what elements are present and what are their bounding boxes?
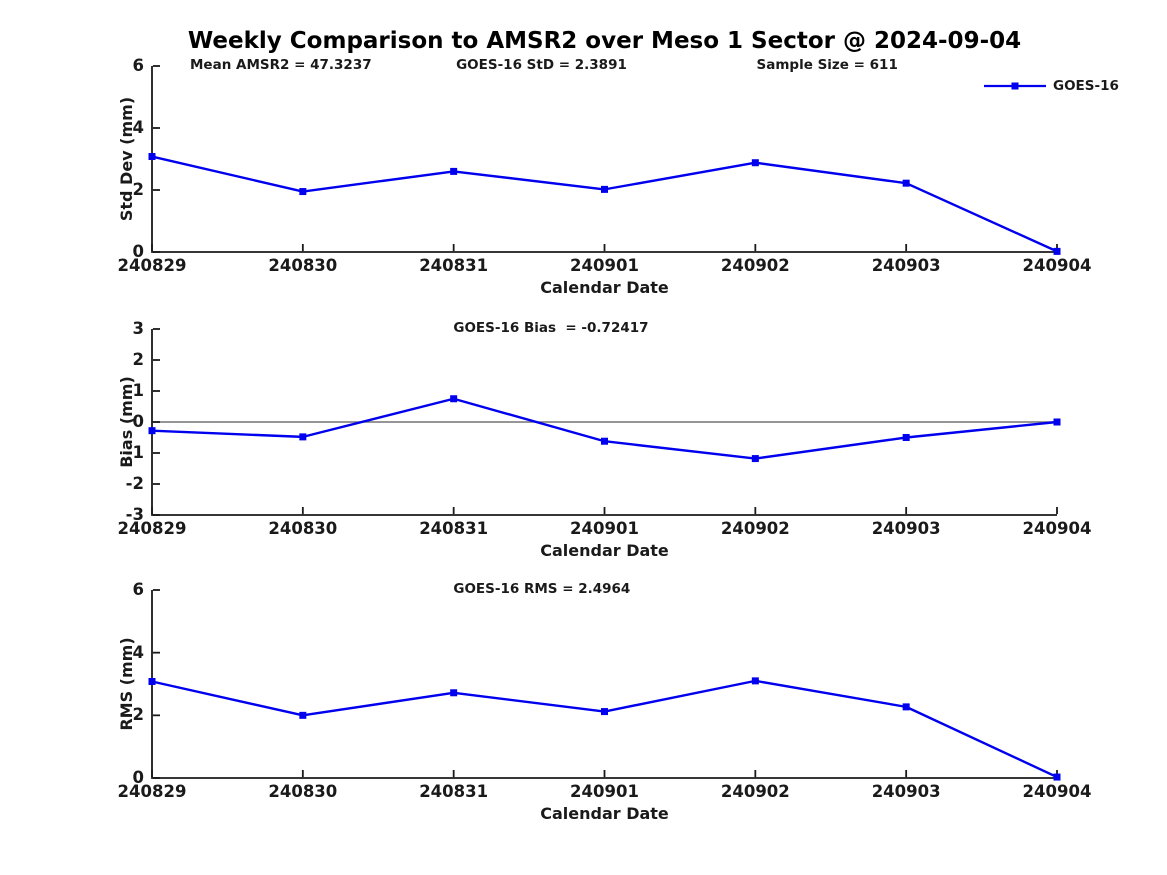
bias-axes-spines — [151, 329, 1057, 516]
std-dev-x-tick-label: 240830 — [268, 256, 338, 275]
std-dev-data-line — [151, 155, 1058, 253]
bias-data-line — [151, 397, 1058, 460]
std-dev-data-marker — [601, 185, 608, 193]
bias-data-marker — [450, 395, 458, 403]
rms-y-tick-label: 6 — [132, 580, 144, 599]
rms-data-marker — [450, 689, 458, 697]
bias-data-marker — [902, 434, 910, 441]
std-dev-x-tick-label: 240831 — [419, 256, 489, 275]
bias-x-tick-label: 240904 — [1022, 519, 1092, 538]
rms-y-tick-label: 4 — [132, 642, 144, 662]
rms-data-marker — [751, 677, 759, 685]
bias-data-marker — [299, 433, 307, 441]
bias-annotation: GOES-16 Bias = -0.72417 — [453, 320, 649, 336]
rms-x-tick-label: 240830 — [268, 782, 338, 801]
std-dev-annotation: Sample Size = 611 — [756, 57, 898, 73]
std-dev-data-marker — [751, 159, 759, 167]
std-dev-x-tick-label: 240903 — [871, 256, 941, 275]
rms-data-marker — [902, 703, 910, 711]
bias-x-tick-label: 240902 — [720, 519, 790, 538]
rms-x-tick-label: 240831 — [419, 782, 489, 801]
std-dev-data-marker — [450, 167, 458, 175]
std-dev-y-tick-label: 2 — [132, 180, 144, 199]
rms-annotation: GOES-16 RMS = 2.4964 — [453, 581, 631, 597]
std-dev-x-tick-label: 240902 — [720, 256, 790, 275]
rms-x-tick-label: 240902 — [720, 782, 790, 801]
std-dev-annotation: Mean AMSR2 = 47.3237 — [190, 57, 372, 73]
rms-x-tick-label: 240829 — [117, 782, 187, 801]
bias-x-tick-label: 240901 — [570, 519, 639, 538]
std-dev-y-tick-label: 0 — [132, 242, 144, 261]
rms-ylabel: RMS (mm) — [117, 637, 136, 731]
bias-y-tick-label: -3 — [125, 505, 144, 524]
std-dev-data-marker — [148, 153, 156, 161]
rms-data-marker — [148, 677, 156, 685]
bias-x-tick-label: 240830 — [268, 519, 338, 538]
bias-x-tick-label: 240831 — [419, 519, 489, 538]
bias-y-tick-label: -1 — [125, 443, 144, 462]
std-dev-data-marker — [299, 188, 307, 196]
rms-axes-spines — [151, 590, 1057, 779]
rms-data-line — [151, 679, 1058, 779]
std-dev-x-tick-label: 240904 — [1022, 256, 1092, 275]
std-dev-data-marker — [902, 179, 910, 187]
bias-y-tick-label: 3 — [132, 319, 144, 338]
bias-x-tick-label: 240829 — [117, 519, 187, 538]
std-dev-xlabel: Calendar Date — [540, 278, 669, 297]
chart-title: Weekly Comparison to AMSR2 over Meso 1 S… — [187, 28, 1022, 54]
bias-data-marker — [601, 437, 608, 445]
bias-data-marker — [1053, 418, 1061, 426]
bias-x-tick-label: 240903 — [871, 519, 941, 538]
rms-y-tick-label: 2 — [132, 705, 144, 725]
bias-data-marker — [751, 455, 759, 463]
legend-marker-sample — [1011, 82, 1019, 90]
std-dev-data-marker — [1053, 247, 1061, 255]
std-dev-ylabel: Std Dev (mm) — [117, 96, 136, 222]
std-dev-y-tick-label: 6 — [132, 56, 144, 75]
rms-x-tick-label: 240903 — [871, 782, 941, 801]
rms-y-tick-label: 0 — [132, 768, 144, 787]
rms-data-marker — [601, 708, 608, 716]
legend-label: GOES-16 — [1053, 78, 1119, 94]
rms-xlabel: Calendar Date — [540, 804, 669, 823]
bias-y-tick-label: -2 — [125, 474, 144, 493]
std-dev-axes-spines — [151, 66, 1057, 253]
bias-y-tick-label: 2 — [132, 350, 144, 369]
bias-xlabel: Calendar Date — [540, 541, 669, 560]
rms-x-tick-label: 240901 — [570, 782, 639, 801]
bias-y-tick-label: 1 — [132, 381, 144, 400]
rms-data-marker — [1053, 773, 1061, 781]
std-dev-y-tick-label: 4 — [132, 118, 144, 137]
std-dev-x-tick-label: 240901 — [570, 256, 639, 275]
std-dev-x-tick-label: 240829 — [117, 256, 187, 275]
rms-x-tick-label: 240904 — [1022, 782, 1092, 801]
bias-data-marker — [148, 427, 156, 435]
rms-data-marker — [299, 711, 307, 719]
bias-y-tick-label: 0 — [132, 412, 144, 431]
bias-ylabel: Bias (mm) — [117, 376, 136, 468]
std-dev-annotation: GOES-16 StD = 2.3891 — [456, 57, 627, 73]
